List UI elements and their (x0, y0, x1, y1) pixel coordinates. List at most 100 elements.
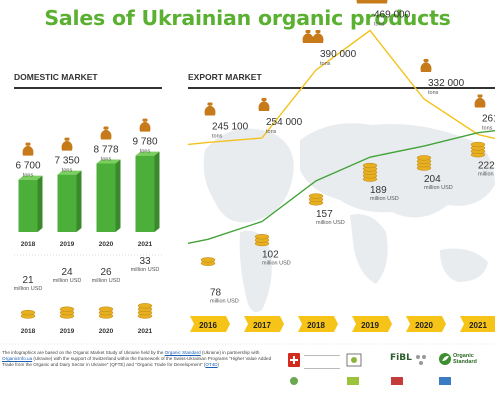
domestic-year-label-2021: 2021 (138, 241, 153, 248)
organic-standard-logo: Organic Standard (453, 353, 477, 365)
export-money-bag-icon-2020-body (420, 62, 432, 72)
export-money-bag-icon-2016-tie (207, 102, 213, 106)
domestic-money-bag-icon-2018-body (22, 145, 34, 156)
export-coin-stack-icon-2017 (254, 234, 270, 247)
export-tons-label-2021: 261 0 (482, 114, 495, 125)
export-coin-stack-icon-2020 (416, 155, 432, 171)
export-money-bag-icon-2017-body (258, 101, 270, 111)
export-tons-label-2019: 469 000 (374, 10, 411, 21)
export-tons-unit-2019: tons (374, 22, 385, 28)
export-tons-label-2020: 332 000 (428, 78, 465, 89)
export-coin-stack-icon-2016-coin (200, 257, 216, 263)
export-usd-unit-2019: million USD (370, 196, 399, 202)
domestic-usd-label-2020: 26 (100, 267, 112, 278)
export-year-banner-2018 (298, 316, 338, 332)
domestic-money-bag-icon-2021-tie (142, 118, 148, 122)
export-money-bag-icon-2021 (474, 94, 486, 108)
export-year-label-2021: 2021 (469, 321, 487, 330)
domestic-year-label-2019: 2019 (60, 241, 75, 248)
organic-standard-link[interactable]: Organic Standard (164, 350, 201, 355)
export-money-bag-icon-2018-b (302, 30, 314, 43)
domestic-tons-unit-2021: tons (140, 149, 151, 155)
domestic-bar-2021 (135, 155, 155, 232)
export-year-label-2018: 2018 (307, 321, 325, 330)
domestic-tons-unit-2019: tons (62, 168, 73, 174)
domestic-usd-unit-2018: million USD (14, 286, 43, 292)
domestic-money-bag-icon-2018-tie (25, 142, 31, 146)
export-year-banner-2019 (352, 316, 392, 332)
domestic-tons-label-2019: 7 350 (54, 156, 79, 167)
domestic-usd-year-label-2018: 2018 (21, 328, 36, 335)
ot4d-link[interactable]: OT4D (205, 362, 218, 368)
export-coin-stack-icon-2021-coin (470, 141, 486, 148)
organic-standard-leaf-icon (439, 353, 451, 365)
domestic-bar-side-2019 (76, 170, 82, 232)
export-money-bag-icon-2019 (366, 0, 378, 4)
domestic-coin-stack-icon-2018 (20, 309, 36, 319)
domestic-coin-stack-icon-2021 (137, 303, 153, 319)
export-tons-unit-2018: tons (320, 61, 331, 67)
export-usd-label-2017: 102 (262, 250, 279, 261)
export-usd-unit-2020: million USD (424, 185, 453, 191)
export-usd-unit-2016: million USD (210, 298, 239, 304)
partner-logo-icon-2 (391, 377, 403, 385)
map-continent-4 (440, 248, 488, 282)
export-money-bag-icon-2018-b-tie (305, 30, 311, 33)
domestic-bar-side-2018 (37, 175, 43, 232)
domestic-coin-stack-icon-2019 (59, 306, 75, 319)
domestic-money-bag-icon-2019-tie (64, 137, 70, 141)
export-money-bag-icon-2017-tie (261, 98, 267, 101)
page-title: Sales of Ukrainian organic products (44, 6, 451, 30)
domestic-coin-stack-icon-2018-coin (20, 309, 36, 316)
export-money-bag-icon-2020-tie (423, 59, 429, 62)
export-money-bag-icon-2021-tie (477, 94, 483, 98)
domestic-usd-label-2018: 21 (22, 275, 34, 286)
domestic-tons-unit-2020: tons (101, 156, 112, 162)
domestic-coin-stack-icon-2021-coin (137, 303, 153, 309)
export-year-banner-2017 (244, 316, 284, 332)
domestic-bar-2018 (18, 179, 38, 232)
swiss-confederation-logo (304, 355, 340, 369)
swiss-flag-icon (288, 353, 300, 367)
domestic-bar-2020 (96, 163, 116, 232)
domestic-coin-stack-icon-2019-coin (59, 306, 75, 312)
domestic-money-bag-icon-2020-body (100, 129, 112, 140)
export-money-bag-icon-2016-body (204, 105, 216, 116)
domestic-tons-label-2020: 8 778 (93, 144, 118, 155)
footer-text-3: (Ukraine) with the support of Switzerlan… (2, 356, 272, 368)
map-continent-2 (300, 123, 495, 218)
domestic-usd-year-label-2019: 2019 (60, 328, 75, 335)
partner-logo-small-icon (290, 377, 298, 385)
domestic-tons-label-2018: 6 700 (15, 161, 40, 172)
export-year-banner-2020 (406, 316, 446, 332)
export-money-bag-icon-2018-b-body (302, 33, 314, 43)
export-usd-unit-2021: million USD (478, 172, 495, 178)
export-usd-label-2021: 222 (478, 161, 495, 172)
export-coin-stack-icon-2021 (470, 141, 486, 158)
organicinfo-link[interactable]: OrganicInfo.ua (2, 356, 33, 362)
export-tons-unit-2016: tons (212, 133, 223, 139)
domestic-market-heading: DOMESTIC MARKET (14, 72, 98, 82)
export-money-bag-icon-2016 (204, 102, 216, 116)
export-money-bag-icon-2019-c (376, 0, 388, 4)
map-continent-3 (350, 214, 388, 284)
export-market-heading: EXPORT MARKET (188, 72, 262, 82)
export-tons-line (187, 29, 495, 146)
domestic-coin-stack-icon-2020 (98, 306, 114, 319)
export-money-bag-icon-2017 (258, 98, 270, 111)
export-money-bag-icon-2018-body (312, 33, 324, 43)
domestic-money-bag-icon-2020 (100, 126, 112, 140)
domestic-bar-top-2021 (135, 151, 160, 156)
export-money-bag-icon-2019-body (366, 0, 378, 4)
domestic-heading-underline (14, 87, 162, 89)
domestic-usd-unit-2020: million USD (92, 278, 121, 284)
domestic-usd-label-2021: 33 (139, 256, 151, 267)
domestic-usd-unit-2021: million USD (131, 267, 160, 273)
domestic-usd-year-label-2021: 2021 (138, 328, 153, 335)
export-money-bag-icon-2019-b (356, 0, 368, 4)
export-heading-underline (188, 87, 495, 89)
export-year-banner-2021 (460, 316, 495, 332)
export-usd-label-2019: 189 (370, 185, 387, 196)
partner-emblem-icon (346, 353, 362, 367)
